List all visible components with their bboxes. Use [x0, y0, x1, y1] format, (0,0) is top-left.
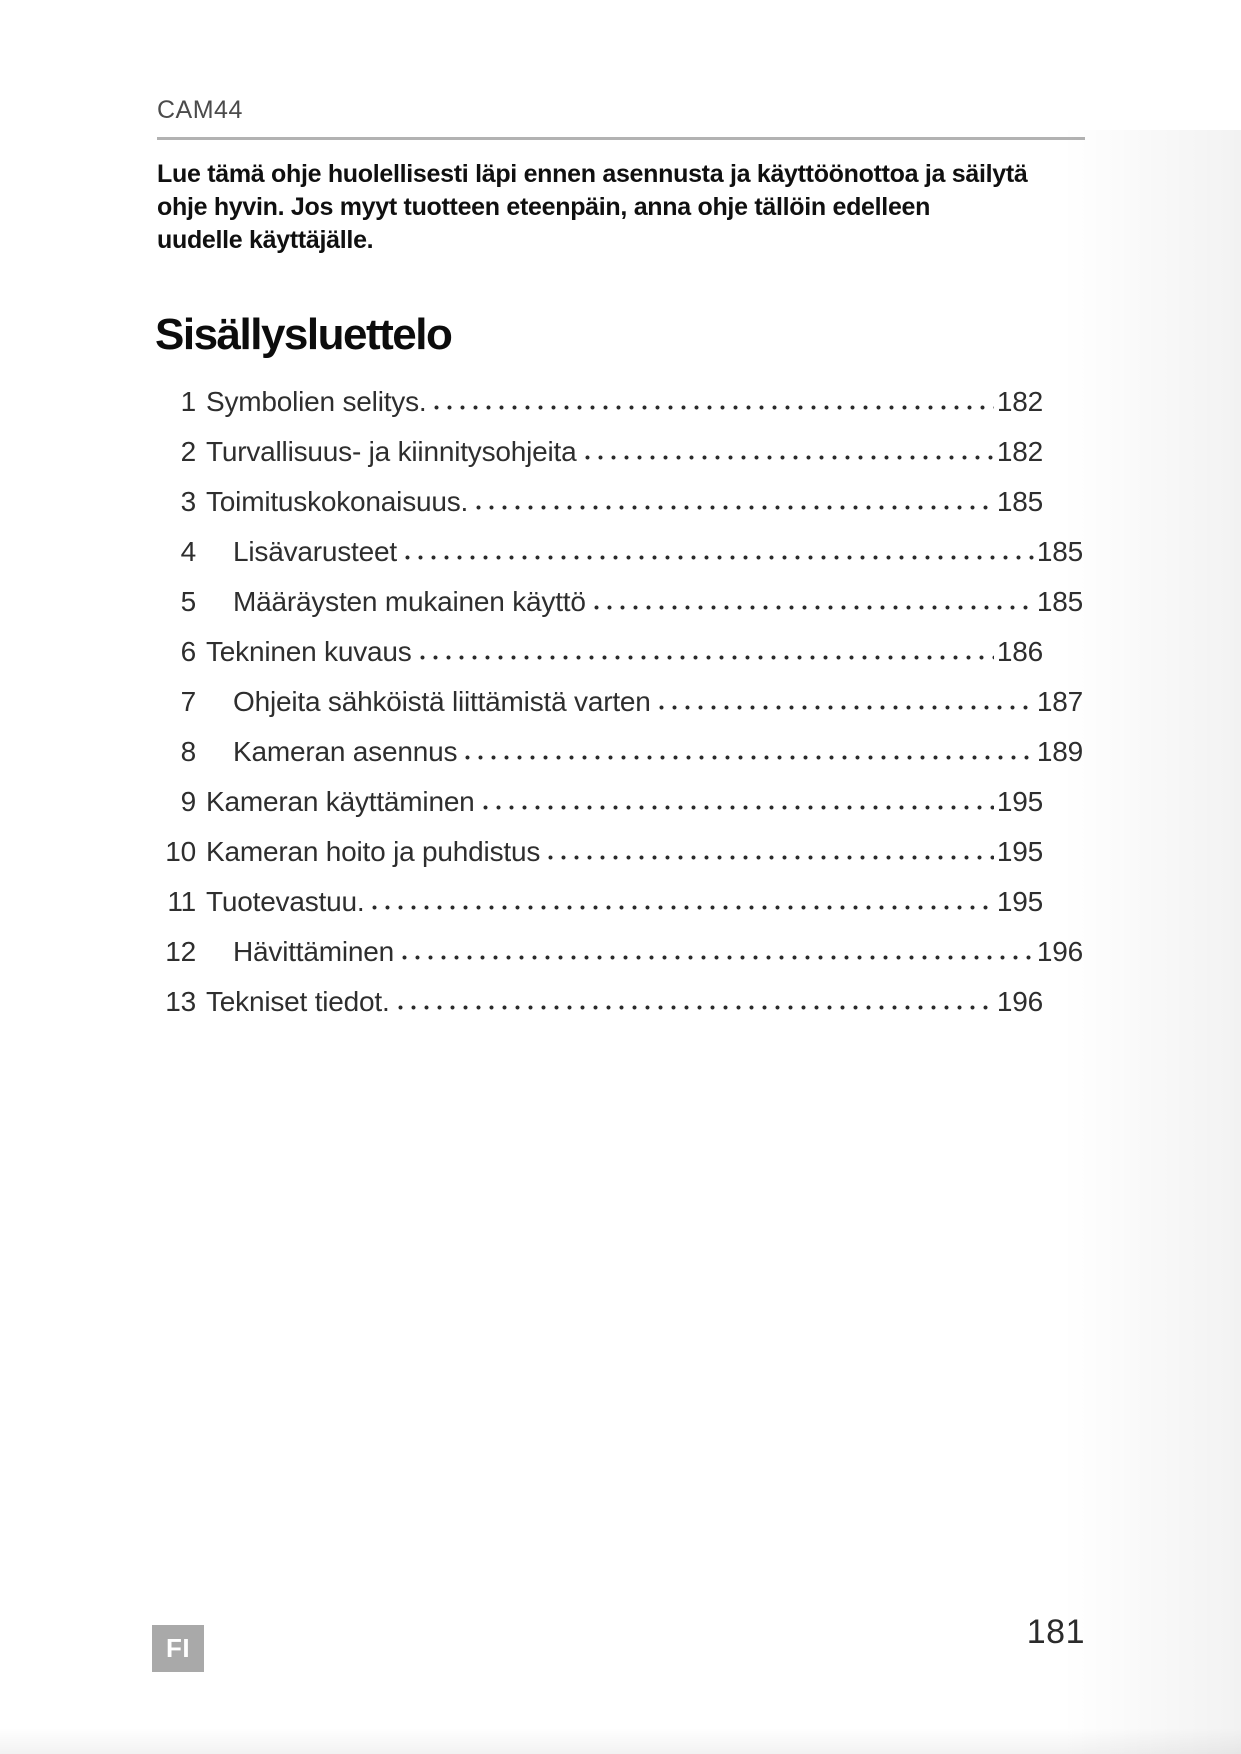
toc-entry-title: Määräysten mukainen käyttö [233, 586, 586, 617]
toc-entry-page: 185 [1036, 536, 1083, 567]
toc-entry-title: Lisävarusteet [233, 536, 397, 567]
toc-entry-number: 5 [180, 586, 197, 617]
toc-entry-page: 182 [996, 386, 1043, 417]
toc-entry-title: Kameran käyttäminen [206, 786, 475, 817]
toc-entry-title: Tuotevastuu. [206, 886, 365, 917]
toc-entry-title: Hävittäminen [233, 936, 395, 967]
toc-entry: 8 Kameran asennus 189 [150, 718, 1084, 768]
toc-entry-title: Tekniset tiedot. [206, 986, 390, 1017]
toc-dot-leader [593, 605, 1034, 610]
toc-entry-page: 185 [1036, 586, 1083, 617]
scan-shadow-bottom [0, 1728, 1241, 1754]
footer-page-number: 181 [1026, 1613, 1085, 1651]
toc-entry-number: 13 [165, 986, 196, 1017]
toc-entry-title: Toimituskokonaisuus. [206, 486, 469, 517]
toc-entry-title: Tekninen kuvaus [206, 636, 412, 667]
header-divider [157, 137, 1085, 140]
toc-entry: 12 Hävittäminen 196 [150, 918, 1083, 968]
page-title: Sisällysluettelo [155, 310, 453, 359]
toc-entry: 9 Kameran käyttäminen 195 [150, 768, 1083, 818]
toc-entry-number: 4 [180, 536, 197, 567]
toc-dot-leader [404, 555, 1034, 560]
toc-entry-number: 7 [180, 686, 197, 717]
toc-entry-page: 185 [996, 486, 1043, 517]
toc-entry: 5 Määräysten mukainen käyttö 185 [150, 568, 1084, 618]
scan-shadow-right [1061, 130, 1241, 1754]
toc-dot-leader [465, 755, 1034, 760]
toc-dot-leader [434, 405, 994, 410]
toc-entry: 6 Tekninen kuvaus 186 [150, 618, 1083, 668]
toc-entry-number: 11 [167, 886, 196, 917]
toc-entry-number: 6 [180, 636, 197, 667]
toc-dot-leader [482, 805, 994, 810]
toc-dot-leader [397, 1005, 994, 1010]
toc-entry-title: Turvallisuus- ja kiinnitysohjeita [206, 436, 577, 467]
toc-entry-number: 3 [180, 486, 197, 517]
intro-line: Lue tämä ohje huolellisesti läpi ennen a… [157, 160, 1028, 188]
intro-line: uudelle käyttäjälle. [157, 226, 374, 254]
toc-entry-number: 10 [165, 836, 196, 867]
toc-entry: 13 Tekniset tiedot. 196 [150, 968, 1083, 1018]
toc-entry-number: 12 [165, 936, 196, 967]
toc-dot-leader [372, 905, 994, 910]
toc-dot-leader [476, 505, 994, 510]
toc-entry-page: 189 [1036, 736, 1083, 767]
toc-entry: 7 Ohjeita sähköistä liittämistä varten 187 [150, 668, 1084, 718]
toc-entry-number: 2 [180, 436, 197, 467]
toc-entry-number: 1 [180, 386, 197, 417]
toc-entry: 10 Kameran hoito ja puhdistus 195 [150, 818, 1083, 868]
toc-entry-page: 195 [996, 786, 1043, 817]
intro-paragraph: Lue tämä ohje huolellisesti läpi ennen a… [157, 158, 1117, 257]
toc-entry-title: Kameran asennus [233, 736, 458, 767]
toc-entry-page: 187 [1036, 686, 1083, 717]
toc-entry: 4 Lisävarusteet 185 [150, 518, 1084, 568]
toc-entry-number: 9 [180, 786, 197, 817]
intro-line: ohje hyvin. Jos myyt tuotteen eteenpäin,… [157, 193, 931, 221]
table-of-contents: 1 Symbolien selitys. 182 2 Turvallisuus- ja … [150, 368, 1083, 1018]
toc-entry-title: Symbolien selitys. [206, 386, 427, 417]
toc-entry-page: 186 [996, 636, 1043, 667]
document-model-header: CAM44 [157, 96, 243, 124]
toc-entry-page: 196 [1036, 936, 1083, 967]
toc-entry: 2 Turvallisuus- ja kiinnitysohjeita 182 [150, 418, 1083, 468]
toc-entry-page: 182 [996, 436, 1043, 467]
toc-dot-leader [402, 955, 1034, 960]
language-badge: FI [152, 1625, 204, 1672]
toc-entry-title: Ohjeita sähköistä liittämistä varten [233, 686, 651, 717]
toc-entry-page: 195 [996, 836, 1043, 867]
toc-entry-title: Kameran hoito ja puhdistus [206, 836, 541, 867]
toc-dot-leader [419, 655, 994, 660]
toc-entry-number: 8 [180, 736, 197, 767]
toc-entry: 3 Toimituskokonaisuus. 185 [150, 468, 1083, 518]
toc-dot-leader [548, 855, 994, 860]
toc-dot-leader [584, 455, 994, 460]
toc-entry-page: 195 [996, 886, 1043, 917]
toc-entry: 1 Symbolien selitys. 182 [150, 368, 1083, 418]
toc-entry: 11 Tuotevastuu. 195 [150, 868, 1083, 918]
toc-entry-page: 196 [996, 986, 1043, 1017]
toc-dot-leader [658, 705, 1034, 710]
